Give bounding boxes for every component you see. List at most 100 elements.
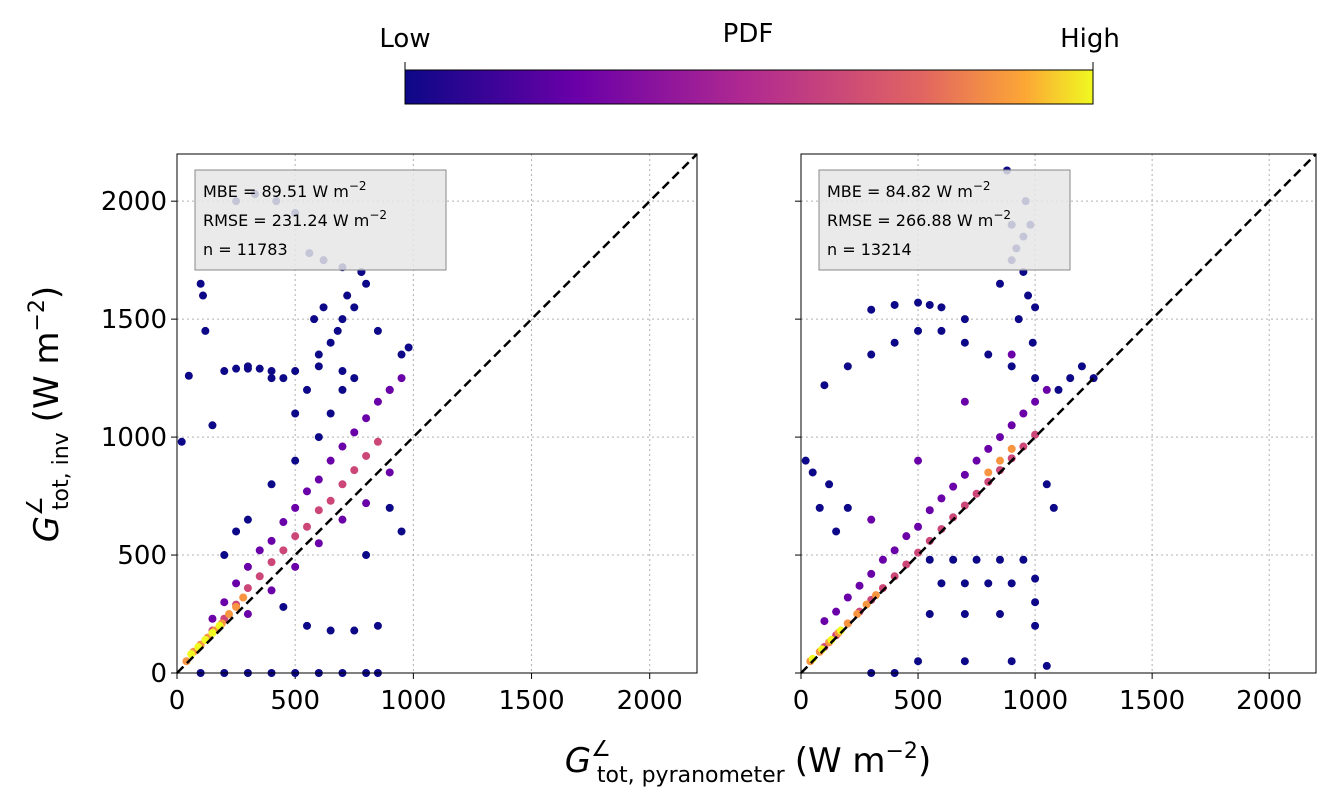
point [867,305,876,314]
point [314,350,323,359]
point [232,527,241,536]
x-axis-label: G∠ tot, pyranometer (W m−2) [565,737,931,788]
point [914,522,923,531]
colorbar-low: Low [379,24,430,54]
point [362,279,371,288]
point [1007,657,1016,666]
point [925,506,934,515]
point [937,303,946,312]
x-tick-label: 1500 [498,686,564,716]
point [1007,444,1016,453]
point [1028,338,1037,347]
x-tick-label: 1000 [1002,686,1068,716]
point [995,456,1004,465]
point [960,501,969,510]
stats-text: MBE = 89.51 W m−2 [203,179,367,201]
point [397,374,406,383]
point [338,315,347,324]
stats-exponent: −2 [973,179,991,193]
point [350,466,359,475]
point [972,555,981,564]
stats-exponent: −2 [993,208,1011,222]
point [890,300,899,309]
point [220,598,229,607]
point [187,650,196,659]
point [914,298,923,307]
stats-line: RMSE = 266.88 W m [827,211,993,230]
point [279,518,288,527]
colorbar-label: PDF [723,19,774,49]
point [960,315,969,324]
point [267,536,276,545]
point [267,480,276,489]
point [314,506,323,515]
point [820,381,829,390]
stats-text: n = 13214 [827,240,912,259]
point [843,503,852,512]
x-tick-label: 2000 [1236,686,1302,716]
point [267,586,276,595]
point [255,364,264,373]
point [808,468,817,477]
point [314,539,323,548]
point [960,470,969,479]
point [373,326,382,335]
point [343,291,352,300]
point [362,451,371,460]
point [338,385,347,394]
point [267,558,276,567]
y-tick-label: 2000 [101,187,167,217]
point [220,551,229,560]
axes-frame [176,153,698,674]
point [925,555,934,564]
point [385,468,394,477]
x-tick-label: 0 [169,686,186,716]
point [333,326,342,335]
point [1019,409,1028,418]
point [208,628,217,637]
point [199,291,207,300]
stats-text: n = 11783 [203,240,288,259]
colorbar [404,69,1094,105]
point [1042,661,1051,670]
point [232,602,241,611]
point [291,367,300,376]
point [937,494,946,503]
point [984,468,993,477]
point [902,560,911,569]
point [972,489,981,498]
point [1007,362,1016,371]
point [326,496,335,505]
point [267,374,276,383]
x-tick-label: 500 [270,686,320,716]
point [319,303,328,312]
point [843,619,852,628]
stats-text: MBE = 84.82 W m−2 [827,179,991,201]
point [373,397,382,406]
stats-line: n = 13214 [827,240,912,259]
point [914,548,923,557]
point [867,515,876,524]
point [820,617,829,626]
point [801,456,810,465]
point [310,315,319,324]
point [350,626,359,635]
point [397,350,406,359]
point [326,338,335,347]
point [373,437,382,446]
point [303,385,311,394]
point [960,338,969,347]
point [201,326,210,335]
one-to-one-line [800,153,1317,674]
point [890,338,899,347]
point [925,610,934,619]
x-tick-label: 1500 [1119,686,1185,716]
point [1007,579,1016,588]
x-tick-label: 0 [793,686,810,716]
point [1077,362,1086,371]
point [303,621,311,630]
point [279,546,288,555]
point [362,499,371,508]
stats-line: MBE = 89.51 W m [203,182,349,201]
point [995,279,1004,288]
